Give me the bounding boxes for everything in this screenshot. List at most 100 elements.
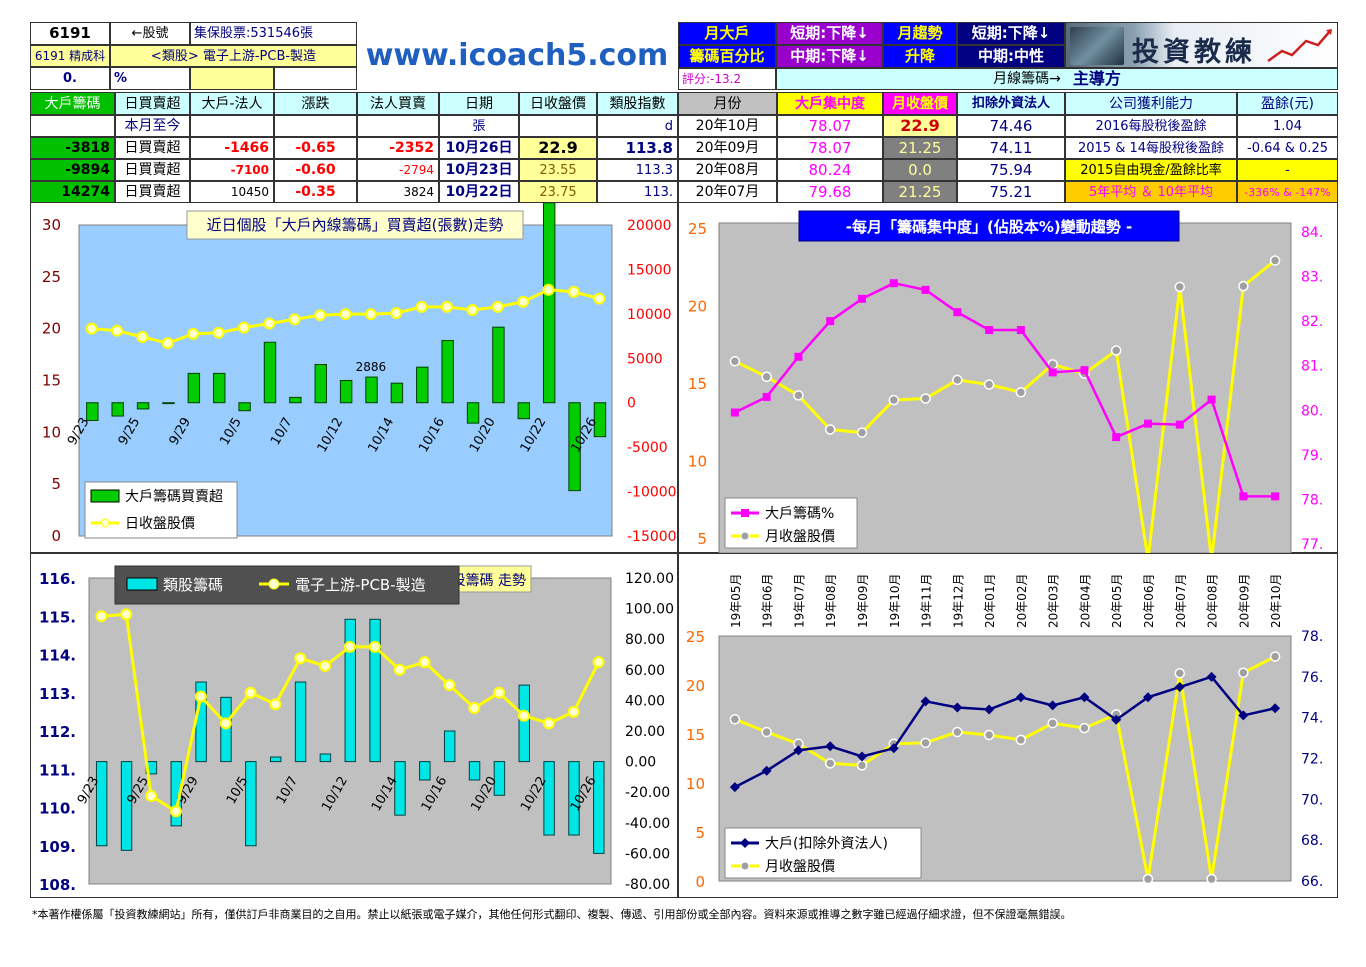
- price-point: [187, 327, 200, 340]
- price-point: [824, 758, 836, 769]
- price-point: [314, 309, 327, 322]
- row-change: -0.35: [274, 181, 357, 203]
- y-right-tick: -60.00: [625, 846, 670, 862]
- y-left-tick: 109.: [39, 838, 76, 856]
- chart-panel-monthly-concentration: 5 10 15 20 25 77. 78. 79. 80. 81. 82. 83. 84. -每月「籌碼集…: [678, 202, 1338, 565]
- price-point: [1206, 873, 1217, 885]
- row-big-minus-inst: 10450: [190, 181, 274, 203]
- y-left-tick: 10: [688, 453, 707, 471]
- bar-big-holder: [339, 380, 353, 404]
- y-right-tick: 82.: [1301, 314, 1323, 330]
- bar-big-holder: [441, 340, 454, 404]
- monthly-row-concentration: 79.68: [777, 181, 883, 203]
- price-point: [983, 729, 995, 741]
- bar-big-holder: [517, 402, 531, 420]
- y-right-tick: 81.: [1301, 359, 1323, 375]
- y-right-tick: 0.00: [625, 755, 656, 771]
- th-concentration: 大戶集中度: [777, 92, 883, 115]
- x-tick-label: 19年08月: [824, 573, 838, 628]
- legend-swatch-point: [268, 578, 280, 590]
- y-left-tick: 15: [686, 726, 705, 744]
- bar-sector: [568, 761, 580, 836]
- concentration-point: [858, 294, 866, 303]
- price-point: [856, 427, 868, 438]
- price-point: [983, 379, 995, 390]
- x-tick-label: 19年12月: [951, 573, 965, 628]
- short-term-trend-2: 短期:下降↓: [957, 22, 1065, 45]
- y-left-tick: 20: [42, 320, 61, 338]
- bar-sector: [245, 761, 257, 847]
- ex-foreign-point: [920, 696, 931, 707]
- th-daily-bs: 日買賣超: [115, 92, 190, 115]
- monthly-row-concentration: 78.07: [777, 115, 883, 137]
- ex-foreign-point: [1047, 700, 1058, 711]
- y-left-tick: 25: [42, 268, 61, 286]
- bar-big-holder: [365, 376, 378, 404]
- bar-big-holder: [593, 402, 607, 438]
- row-sector-index: 113.8: [597, 137, 678, 159]
- y-left-tick: 30: [42, 216, 61, 234]
- y-right-tick: 83.: [1301, 270, 1323, 286]
- th-big-holder: 大戶籌碼: [30, 92, 115, 115]
- x-tick-label: 20年02月: [1015, 573, 1029, 628]
- price-point: [952, 374, 963, 386]
- price-line: [734, 655, 1276, 880]
- legend-swatch-point: [100, 518, 110, 528]
- y-right-tick: 70.: [1301, 792, 1323, 808]
- legend-label: 月收盤股價: [765, 528, 835, 545]
- concentration-point: [1080, 366, 1089, 375]
- row-date: 10月26日: [439, 137, 519, 159]
- y-right-tick: -5000: [627, 440, 668, 456]
- y-right-tick: -40.00: [625, 816, 670, 832]
- monthly-trend-l2: 升降: [883, 45, 957, 68]
- ex-foreign-point: [1079, 692, 1090, 703]
- row-change: -0.60: [274, 159, 357, 181]
- chart-title-box: [186, 210, 524, 240]
- legend-swatch-bar: [90, 489, 120, 503]
- row-date: 10月23日: [439, 159, 519, 181]
- y-left-tick: 10: [686, 775, 705, 793]
- stock-code: 6191: [30, 22, 110, 45]
- price-point: [517, 295, 530, 308]
- y-left-tick: 15: [42, 372, 61, 390]
- y-left-tick: 5: [697, 530, 707, 548]
- bar-sector: [468, 761, 481, 781]
- price-point: [85, 322, 98, 335]
- x-tick-label: 19年05月: [729, 573, 743, 628]
- logo-banner: 投資教練: [1065, 22, 1338, 68]
- index-point: [542, 717, 555, 730]
- y-right-tick: 15000: [627, 262, 672, 278]
- y-right-tick: 20000: [627, 218, 672, 234]
- industry: <類股> 電子上游-PCB-製造: [110, 45, 357, 67]
- legend-swatch-point: [740, 861, 750, 871]
- price-point: [856, 760, 868, 771]
- row-close: 23.75: [519, 181, 597, 203]
- y-left-tick: 111.: [39, 761, 76, 779]
- price-line: [734, 259, 1277, 560]
- ex-foreign-point: [1143, 692, 1153, 703]
- price-point: [542, 283, 555, 296]
- bar-big-holder: [542, 202, 556, 404]
- concentration-point: [1112, 433, 1121, 442]
- legend-swatch-point: [741, 509, 749, 517]
- concentration-point: [826, 317, 835, 326]
- chart-title: 類股籌碼 走勢: [438, 573, 526, 589]
- price-point: [136, 330, 149, 343]
- monthly-row-close: 22.9: [883, 115, 957, 137]
- concentration-point: [1207, 395, 1216, 404]
- index-point: [269, 698, 282, 711]
- profit-row-label: 2015 & 14每股稅後盈餘: [1065, 137, 1237, 159]
- price-point: [793, 390, 804, 401]
- profit-row-value: -0.64 & 0.25: [1237, 137, 1338, 159]
- monthly-row-month: 20年08月: [678, 159, 777, 181]
- website-link[interactable]: www.icoach5.com: [357, 22, 677, 90]
- y-left-tick: 25: [686, 628, 705, 646]
- row-sector-index: 113.3: [597, 159, 678, 181]
- y-right-tick: 72.: [1301, 752, 1323, 768]
- y-left-tick: 114.: [39, 647, 76, 665]
- bar-sector: [95, 761, 108, 847]
- row-big-holder: -3818: [30, 137, 115, 159]
- concentration-point: [1239, 492, 1248, 501]
- th-date: 日期: [439, 92, 519, 115]
- price-point: [1238, 667, 1249, 678]
